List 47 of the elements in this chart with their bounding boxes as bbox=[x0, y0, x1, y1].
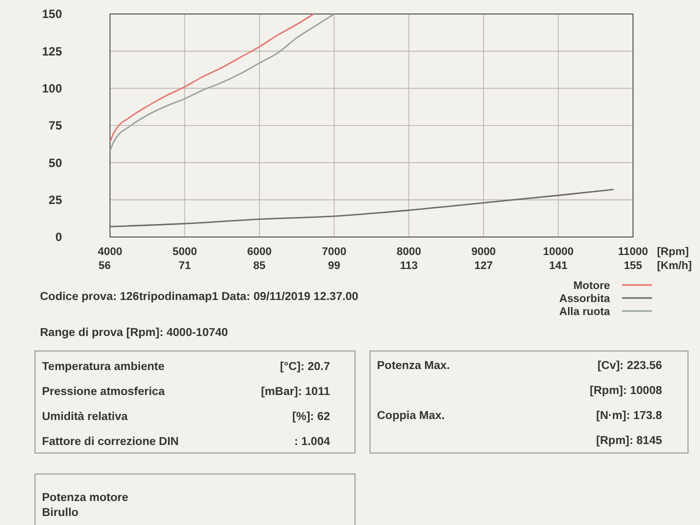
text: [°C]: 20.7 bbox=[280, 361, 330, 373]
x-tick-label: 5000 bbox=[172, 246, 197, 258]
text: [Cv]: 223.56 bbox=[597, 360, 662, 372]
y-tick-label: 150 bbox=[42, 7, 62, 22]
text: Coppia Max. bbox=[377, 410, 445, 422]
x-tick-label: 6000 bbox=[247, 246, 272, 258]
text: Codice prova: 126tripodinamap1 Data: 09/11/2019 12.37.00 bbox=[40, 291, 358, 303]
text: Pressione atmosferica bbox=[42, 386, 166, 398]
x-tick-label: 7000 bbox=[322, 246, 346, 258]
text: Temperatura ambiente bbox=[42, 361, 164, 373]
y-tick-label: 50 bbox=[48, 156, 62, 170]
x-tick-label: 8000 bbox=[396, 246, 422, 258]
text: [mBar]: 1011 bbox=[260, 386, 331, 398]
text: [Rpm]: 10008 bbox=[590, 385, 663, 397]
x-tick-label: 10000 bbox=[542, 246, 574, 258]
x2-tick-label: 155 bbox=[624, 260, 642, 272]
x2-tick-label: 85 bbox=[253, 260, 266, 272]
y-tick-label: 100 bbox=[42, 82, 62, 96]
text: [%]: 62 bbox=[292, 411, 330, 423]
x-axis-title: [Rpm] bbox=[657, 246, 690, 258]
x2-axis-title: [Km/h] bbox=[657, 260, 692, 272]
text: Range di prova [Rpm]: 4000-10740 bbox=[40, 327, 228, 339]
text: Birullo bbox=[42, 507, 78, 519]
y-tick-label: 75 bbox=[48, 118, 62, 133]
text: Potenza motore bbox=[42, 492, 128, 504]
x-tick-label: 9000 bbox=[471, 246, 496, 258]
legend-label: Assorbita bbox=[559, 293, 611, 305]
legend-label: Motore bbox=[573, 280, 610, 292]
y-tick-label: 25 bbox=[48, 193, 62, 208]
text: Fattore di correzione DIN bbox=[42, 436, 179, 448]
legend-label: Alla ruota bbox=[559, 306, 611, 318]
x2-tick-label: 71 bbox=[178, 260, 191, 272]
x2-tick-label: 141 bbox=[549, 260, 568, 272]
text: [N·m]: 173.8 bbox=[596, 410, 663, 422]
x2-tick-label: 127 bbox=[474, 260, 493, 272]
text: Potenza Max. bbox=[377, 360, 450, 372]
y-tick-label: 125 bbox=[42, 44, 62, 58]
x-tick-label: 11000 bbox=[618, 246, 648, 258]
line-series bbox=[109, 188, 614, 228]
text: [Rpm]: 8145 bbox=[596, 435, 663, 447]
text: Umidità relativa bbox=[42, 411, 128, 423]
text: : 1.004 bbox=[294, 436, 331, 448]
x2-tick-label: 56 bbox=[98, 260, 111, 272]
y-tick-label: 0 bbox=[55, 230, 62, 244]
x-tick-label: 4000 bbox=[98, 246, 122, 258]
x2-tick-label: 113 bbox=[400, 260, 418, 272]
x2-tick-label: 99 bbox=[328, 260, 340, 272]
